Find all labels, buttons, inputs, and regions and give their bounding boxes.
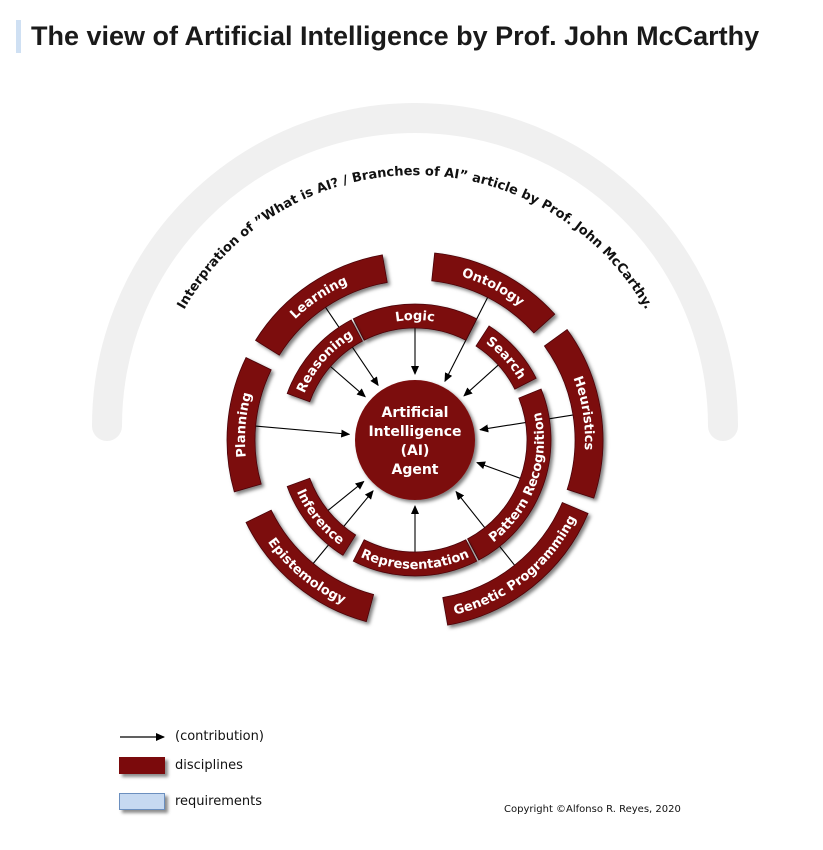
segment-logic: Logic (352, 303, 478, 341)
center-line-1: Artificial (382, 405, 449, 421)
segment-band-epistemology (245, 509, 375, 623)
ai-agent-circle (355, 380, 475, 500)
segment-band-heuristics (543, 328, 604, 499)
segment-band-representation (352, 539, 478, 577)
segment-band-genetic-programming (442, 501, 589, 626)
legend-row-disciplines: disciplines (118, 755, 418, 777)
arrow-planning (253, 425, 351, 438)
legend-arrow-icon (120, 733, 165, 741)
arrow-reasoning (330, 366, 366, 398)
segment-representation: Representation (352, 539, 478, 577)
segment-band-reasoning (286, 319, 363, 403)
copyright-notice: Copyright ©Alfonso R. Reyes, 2020 (504, 804, 681, 815)
segment-band-inference (286, 477, 357, 556)
page-title: The view of Artificial Intelligence by P… (31, 21, 760, 51)
segment-band-search (475, 325, 537, 390)
legend-disciplines-swatch (119, 757, 165, 774)
legend-row-arrow: (contribution) (118, 726, 418, 748)
arrow-search (463, 364, 499, 397)
segment-planning: Planning (226, 357, 272, 493)
title-bar: The view of Artificial Intelligence by P… (16, 18, 806, 54)
arrow-pattern-recognition (476, 461, 521, 479)
center-line-3: (AI) (401, 443, 430, 459)
banner-arc (92, 103, 738, 441)
banner-caption: Interpration of ”What is AI? / Branches … (175, 164, 656, 312)
title-accent-bar (16, 20, 21, 53)
segment-band-planning (226, 357, 272, 493)
legend-requirements-swatch (119, 793, 165, 810)
legend-disciplines-label: disciplines (175, 758, 243, 773)
segment-band-ontology (431, 252, 556, 334)
arrow-inference (327, 480, 365, 511)
segment-band-logic (352, 303, 478, 341)
segment-band-pattern-recognition (467, 388, 552, 561)
legend-row-requirements: requirements (118, 791, 418, 813)
legend: (contribution) disciplines requirements (118, 726, 418, 822)
segment-label-inference: Inference (293, 487, 347, 548)
legend-arrow-label: (contribution) (175, 729, 264, 744)
legend-requirements-label: requirements (175, 794, 262, 809)
segment-band-learning (255, 254, 388, 356)
ai-agent-node: Artificial Intelligence (AI) Agent (355, 380, 475, 500)
segment-label-logic: Logic (394, 309, 435, 326)
center-line-2: Intelligence (368, 424, 461, 440)
center-line-4: Agent (391, 462, 438, 478)
